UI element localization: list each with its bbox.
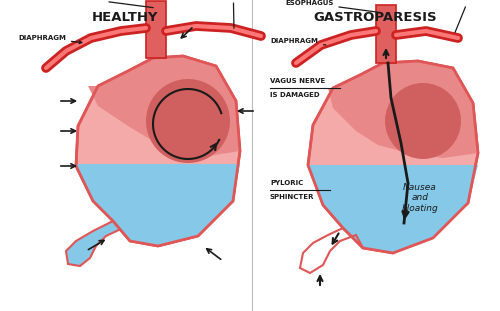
- Circle shape: [385, 83, 461, 159]
- Text: HEALTHY: HEALTHY: [92, 11, 158, 24]
- Text: SPHINCTER: SPHINCTER: [270, 194, 314, 200]
- Text: ESOPHAGUS: ESOPHAGUS: [285, 0, 381, 13]
- Text: ESOPHAGUS: ESOPHAGUS: [55, 0, 153, 8]
- Polygon shape: [308, 61, 478, 253]
- Text: PYLORIC: PYLORIC: [270, 180, 303, 186]
- Circle shape: [146, 79, 230, 163]
- Text: IS DAMAGED: IS DAMAGED: [270, 92, 320, 98]
- Text: Nausea
and
bloating: Nausea and bloating: [402, 183, 438, 213]
- Text: DIAPHRAGM: DIAPHRAGM: [270, 38, 326, 45]
- Text: GASTROPARESIS: GASTROPARESIS: [313, 11, 437, 24]
- Polygon shape: [328, 61, 478, 158]
- Text: SPHINCTER
CLOSED: SPHINCTER CLOSED: [448, 0, 492, 32]
- Text: VAGUS NERVE: VAGUS NERVE: [270, 78, 325, 84]
- Polygon shape: [308, 165, 478, 253]
- Polygon shape: [66, 221, 130, 266]
- Polygon shape: [76, 56, 240, 246]
- Polygon shape: [88, 56, 240, 156]
- Polygon shape: [376, 5, 396, 63]
- Text: DIAPHRAGM: DIAPHRAGM: [18, 35, 82, 44]
- Text: SPHINCTER
CLOSED: SPHINCTER CLOSED: [211, 0, 256, 28]
- Polygon shape: [76, 164, 240, 246]
- Polygon shape: [146, 1, 166, 58]
